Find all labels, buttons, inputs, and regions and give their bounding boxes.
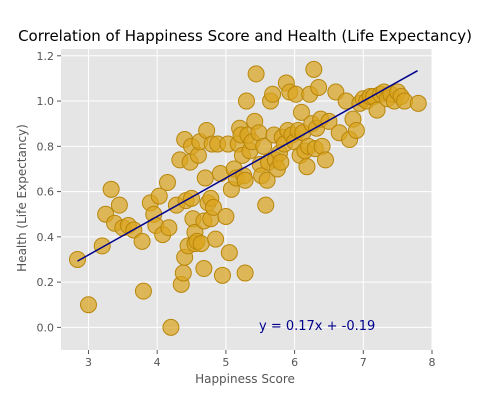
data-point: [292, 103, 310, 121]
data-point: [207, 230, 225, 248]
data-point: [93, 237, 111, 255]
data-point: [162, 318, 180, 336]
data-point: [213, 266, 231, 284]
data-point: [158, 174, 176, 192]
data-point: [195, 260, 213, 278]
data-point: [174, 264, 192, 282]
x-tick-labels: 3 4 5 6 7 8: [85, 350, 436, 369]
data-point: [160, 219, 178, 237]
data-point: [150, 187, 168, 205]
chart-title: Correlation of Happiness Score and Healt…: [18, 27, 472, 45]
data-point: [247, 65, 265, 83]
data-point: [368, 101, 386, 119]
data-point: [257, 196, 275, 214]
data-point: [217, 207, 235, 225]
x-tick-label: 8: [429, 356, 436, 369]
y-tick-label: 0.0: [37, 321, 55, 334]
data-point: [272, 153, 290, 171]
data-point: [255, 137, 273, 155]
data-point: [220, 244, 238, 262]
data-point: [102, 180, 120, 198]
data-point: [409, 94, 427, 112]
data-point: [236, 264, 254, 282]
x-tick-label: 5: [222, 356, 229, 369]
data-point: [264, 85, 282, 103]
data-point: [347, 121, 365, 139]
data-point: [133, 232, 151, 250]
data-point: [183, 189, 201, 207]
data-point: [134, 282, 152, 300]
data-point: [110, 196, 128, 214]
data-point: [79, 296, 97, 314]
data-point: [205, 198, 223, 216]
data-point: [196, 169, 214, 187]
y-tick-labels: 0.0 0.2 0.4 0.6 0.8 1.0 1.2: [37, 50, 61, 334]
data-point: [192, 235, 210, 253]
x-tick-label: 3: [85, 356, 92, 369]
y-tick-label: 0.8: [37, 140, 55, 153]
data-point: [317, 151, 335, 169]
x-tick-label: 4: [154, 356, 161, 369]
data-point: [305, 60, 323, 78]
regression-equation: y = 0.17x + -0.19: [259, 319, 375, 334]
y-tick-label: 1.2: [37, 50, 55, 63]
data-point: [258, 171, 276, 189]
data-point: [238, 92, 255, 110]
data-point: [310, 78, 328, 96]
y-tick-label: 1.0: [37, 95, 55, 108]
y-tick-label: 0.4: [37, 231, 55, 244]
x-tick-label: 7: [360, 356, 367, 369]
data-point: [236, 171, 254, 189]
data-point: [298, 158, 316, 176]
x-tick-label: 6: [291, 356, 298, 369]
y-tick-label: 0.6: [37, 186, 55, 199]
data-point: [68, 250, 86, 268]
trend-line: [77, 70, 418, 262]
y-axis-label: Health (Life Expectancy): [15, 124, 29, 272]
data-points: [68, 60, 427, 336]
x-axis-label: Happiness Score: [195, 372, 295, 386]
y-tick-label: 0.2: [37, 276, 55, 289]
